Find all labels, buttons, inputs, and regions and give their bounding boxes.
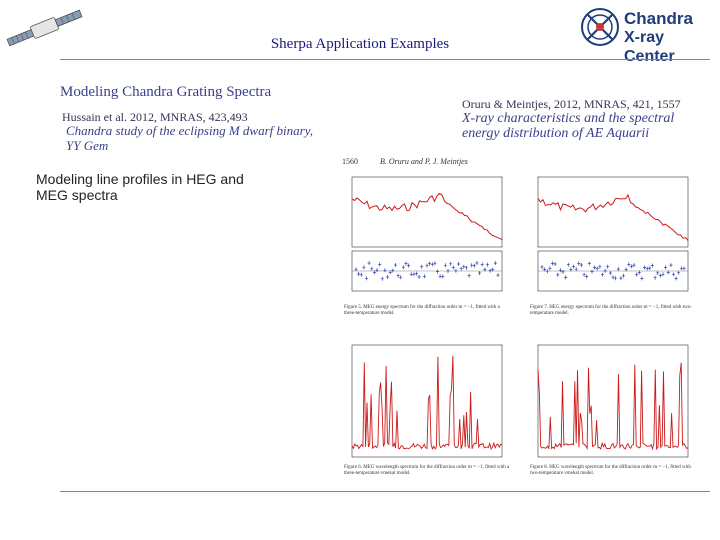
chandra-satellite-icon: [6, 9, 83, 47]
meg-wavelength-spectrum-frame: [351, 344, 503, 458]
spectra-figure-panels: [351, 176, 689, 458]
logo-line-2: X-ray Center: [624, 29, 675, 65]
figure-6-caption: Figure 6. MEG wavelength spectrum for th…: [344, 465, 510, 476]
meg-energy-residual-points: [354, 261, 500, 281]
left-paper-title: Chandra study of the eclipsing M dwarf b…: [66, 123, 313, 153]
figure-5-caption: Figure 5. MEG energy spectrum for the di…: [344, 305, 500, 316]
figure-7-caption: Figure 7. HEG energy spectrum for the di…: [530, 305, 692, 316]
logo-line-1: Chandra: [624, 9, 693, 28]
meg-energy-model-line: [351, 192, 503, 241]
section-heading: Modeling Chandra Grating Spectra: [60, 84, 272, 100]
footer-divider: [60, 491, 710, 492]
heg-wavelength-model-line: [537, 362, 689, 451]
slide-title: Sherpa Application Examples: [270, 36, 450, 52]
right-paper-title: X-ray characteristics and the spectral e…: [462, 111, 675, 141]
paper-authors: B. Oruru and P. J. Meintjes: [380, 157, 468, 166]
heg-energy-residual-points: [540, 261, 686, 281]
figure-8-caption: Figure 8. HEG wavelength spectrum for th…: [530, 465, 691, 476]
meg-energy-spectrum-frame: [351, 176, 503, 248]
paper-page-image: 1560 B. Oruru and P. J. Meintjes Figure …: [340, 157, 710, 487]
right-citation: Oruru & Meintjes, 2012, MNRAS, 421, 1557: [462, 97, 681, 111]
cxc-emblem-icon: [581, 8, 619, 46]
cxc-logo: Chandra X-ray Center: [578, 4, 718, 65]
header-divider: [60, 59, 710, 60]
heg-wavelength-spectrum-frame: [537, 344, 689, 458]
left-body-text: Modeling line profiles in HEG and MEG sp…: [36, 171, 244, 203]
meg-wavelength-model-line: [351, 355, 502, 451]
left-citation: Hussain et al. 2012, MNRAS, 423,493: [62, 110, 248, 124]
heg-energy-model-line: [537, 193, 689, 241]
paper-page-number: 1560: [342, 157, 358, 166]
heg-energy-spectrum-frame: [537, 176, 689, 248]
